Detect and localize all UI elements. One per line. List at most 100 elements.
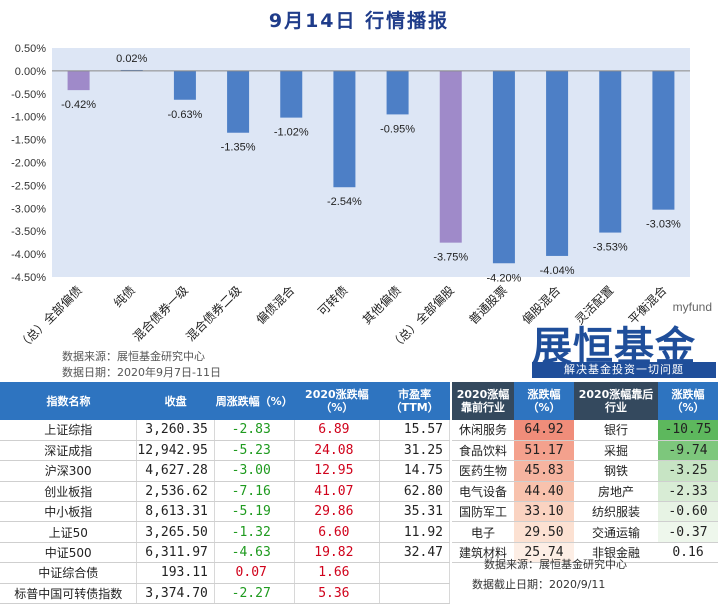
- bottom-industry-change: -0.60: [658, 501, 718, 523]
- close-value: 193.11: [136, 562, 215, 584]
- y-tick-label: -4.00%: [11, 249, 46, 261]
- pe-ttm: 14.75: [379, 460, 450, 482]
- bar: [333, 70, 356, 188]
- logo-slogan: 解决基金投资一切问题: [532, 362, 716, 378]
- close-value: 3,374.70: [136, 583, 215, 604]
- industry-table-header: 2020涨幅靠前行业 涨跌幅（%） 2020涨幅靠后行业 涨跌幅（%）: [452, 382, 718, 420]
- pe-ttm: [379, 583, 450, 604]
- industry-row: 国防军工 33.10 纺织服装 -0.60: [452, 501, 718, 523]
- index-row: 沪深300 4,627.28 -3.00 12.95 14.75: [0, 460, 450, 482]
- top-industry-change: 44.40: [514, 481, 574, 503]
- x-category-label: 其他偏债: [359, 283, 404, 328]
- index-row: 上证50 3,265.50 -1.32 6.60 11.92: [0, 521, 450, 543]
- weekly-change: -5.19: [214, 501, 295, 523]
- ytd-change: 41.07: [294, 481, 381, 503]
- bottom-industry-name: 纺织服装: [574, 501, 658, 523]
- y-tick-label: -3.50%: [11, 226, 46, 238]
- top-industry-change: 29.50: [514, 521, 574, 543]
- weekly-change: -7.16: [214, 481, 295, 503]
- page-title: 9月14日 行情播报: [268, 10, 450, 32]
- x-category-label: 普通股票: [466, 283, 510, 327]
- index-row: 中小板指 8,613.31 -5.19 29.86 35.31: [0, 501, 450, 523]
- bottom-industry-name: 采掘: [574, 440, 658, 462]
- data-label: 0.02%: [116, 53, 147, 65]
- x-category-label: 偏债混合: [253, 283, 298, 328]
- index-name: 深证成指: [0, 440, 138, 462]
- top-industry-name: 电气设备: [452, 481, 514, 503]
- x-category-label: 纯债: [111, 283, 138, 310]
- header-top-change: 涨跌幅（%）: [514, 382, 574, 420]
- index-name: 中证综合债: [0, 562, 138, 584]
- close-value: 4,627.28: [136, 460, 215, 482]
- x-category-label: 混合债券二级: [183, 283, 245, 345]
- y-tick-label: -0.50%: [11, 89, 46, 101]
- pe-ttm: 35.31: [379, 501, 450, 523]
- close-value: 3,265.50: [136, 521, 215, 543]
- bottom-industry-change: -3.25: [658, 460, 718, 482]
- index-name: 中小板指: [0, 501, 138, 523]
- index-row: 上证综指 3,260.35 -2.83 6.89 15.57: [0, 420, 450, 441]
- y-tick-label: -1.50%: [11, 135, 46, 147]
- bar: [492, 70, 515, 264]
- data-label: -0.42%: [61, 99, 96, 111]
- data-label: -3.75%: [433, 252, 468, 264]
- y-tick-label: -2.50%: [11, 180, 46, 192]
- header-close: 收盘: [136, 382, 215, 420]
- weekly-change: 0.07: [214, 562, 295, 584]
- ytd-change: 12.95: [294, 460, 381, 482]
- bar: [652, 70, 675, 210]
- bar: [386, 70, 409, 115]
- top-industry-name: 电子: [452, 521, 514, 543]
- bar: [439, 70, 462, 243]
- bar: [227, 70, 250, 133]
- index-row: 中证综合债 193.11 0.07 1.66: [0, 562, 450, 584]
- index-row: 深证成指 12,942.95 -5.23 24.08 31.25: [0, 440, 450, 462]
- plot-area: [52, 48, 690, 277]
- top-industry-name: 食品饮料: [452, 440, 514, 462]
- brand-logo: myfund 展恒基金 解决基金投资一切问题: [530, 300, 718, 380]
- top-industry-name: 国防军工: [452, 501, 514, 523]
- ytd-change: 6.89: [294, 420, 381, 441]
- y-tick-label: 0.00%: [15, 66, 46, 78]
- logo-myfund-text: myfund: [672, 300, 712, 314]
- top-industry-change: 33.10: [514, 501, 574, 523]
- index-name: 标普中国可转债指数: [0, 583, 138, 604]
- y-tick-label: 0.50%: [15, 43, 46, 55]
- table-date-line: 数据截止日期：2020/9/11: [472, 578, 606, 591]
- weekly-change: -2.83: [214, 420, 295, 441]
- chart-source-line: 数据来源：展恒基金研究中心: [62, 350, 205, 363]
- data-label: -3.03%: [646, 219, 681, 231]
- pe-ttm: 32.47: [379, 542, 450, 564]
- weekly-change: -1.32: [214, 521, 295, 543]
- x-category-label: 可转债: [314, 283, 350, 319]
- bar: [280, 70, 303, 118]
- index-name: 中证500: [0, 542, 138, 564]
- bottom-industry-change: -10.75: [658, 420, 718, 441]
- bottom-industry-change: -9.74: [658, 440, 718, 462]
- top-industry-change: 64.92: [514, 420, 574, 441]
- data-label: -0.95%: [380, 123, 415, 135]
- bar: [599, 70, 622, 233]
- bottom-industry-change: -0.37: [658, 521, 718, 543]
- ytd-change: 19.82: [294, 542, 381, 564]
- weekly-change: -3.00: [214, 460, 295, 482]
- close-value: 12,942.95: [136, 440, 215, 462]
- top-industry-name: 休闲服务: [452, 420, 514, 441]
- bottom-industry-name: 钢铁: [574, 460, 658, 482]
- pe-ttm: 62.80: [379, 481, 450, 503]
- index-name: 创业板指: [0, 481, 138, 503]
- bar: [67, 70, 90, 91]
- index-name: 上证综指: [0, 420, 138, 441]
- y-tick-label: -3.00%: [11, 203, 46, 215]
- top-industry-change: 45.83: [514, 460, 574, 482]
- bottom-industry-name: 非银金融: [574, 542, 658, 564]
- industry-table: 2020涨幅靠前行业 涨跌幅（%） 2020涨幅靠后行业 涨跌幅（%） 休闲服务…: [452, 382, 718, 564]
- bottom-industry-name: 交通运输: [574, 521, 658, 543]
- bottom-industry-name: 银行: [574, 420, 658, 441]
- index-table: 指数名称 收盘 周涨跌幅（%） 2020涨跌幅（%） 市盈率（TTM） 上证综指…: [0, 382, 450, 604]
- data-label: -3.53%: [593, 242, 628, 254]
- close-value: 6,311.97: [136, 542, 215, 564]
- industry-row: 医药生物 45.83 钢铁 -3.25: [452, 460, 718, 482]
- index-row: 创业板指 2,536.62 -7.16 41.07 62.80: [0, 481, 450, 503]
- bottom-industry-change: -2.33: [658, 481, 718, 503]
